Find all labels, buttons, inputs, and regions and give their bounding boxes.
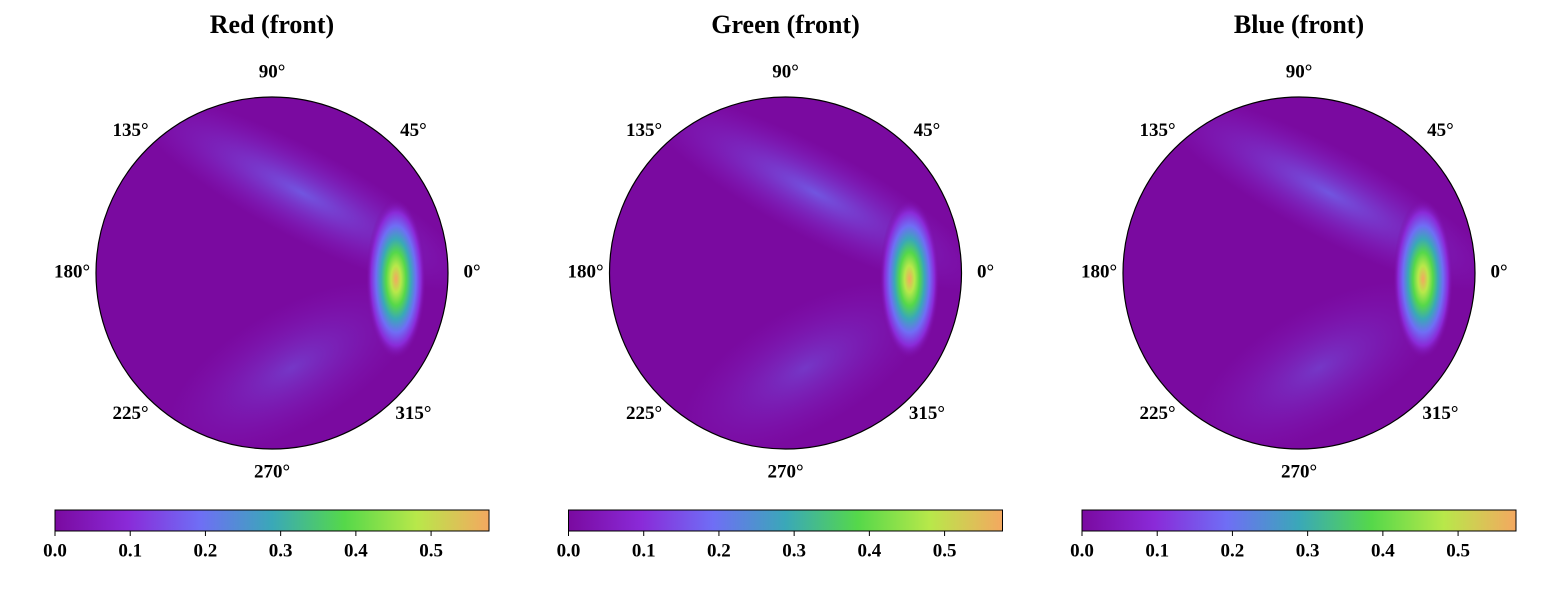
theta-tick-label: 135°	[626, 120, 662, 141]
heatmap-scatter	[1194, 280, 1444, 449]
polar-heatmap	[96, 97, 448, 449]
theta-tick-label: 315°	[395, 403, 431, 424]
colorbar-tick-label: 0.1	[632, 540, 656, 561]
colorbar-tick-label: 0.1	[1145, 540, 1169, 561]
colorbar	[1081, 509, 1517, 532]
chart-title: Green (front)	[711, 10, 860, 39]
chart-title: Blue (front)	[1234, 10, 1364, 39]
polar-frame	[95, 96, 449, 450]
theta-tick-label: 135°	[1140, 120, 1176, 141]
theta-tick-label: 315°	[1422, 403, 1458, 424]
theta-tick-label: 0°	[463, 261, 480, 282]
colorbar-tick-label: 0.4	[344, 540, 368, 561]
colorbar-tick-label: 0.5	[933, 540, 957, 561]
theta-tick-label: 90°	[1286, 61, 1313, 82]
colorbar-tick-label: 0.2	[707, 540, 731, 561]
colorbar-tick-label: 0.2	[1221, 540, 1245, 561]
theta-tick-label: 45°	[400, 120, 427, 141]
theta-tick-label: 180°	[567, 261, 603, 282]
theta-tick-label: 270°	[254, 461, 290, 482]
theta-tick-label: 225°	[1140, 403, 1176, 424]
colorbar-tick-label: 0.0	[1070, 540, 1094, 561]
colorbar-tick-label: 0.4	[1371, 540, 1395, 561]
colorbar-tick-label: 0.0	[557, 540, 581, 561]
colorbar-tick-label: 0.3	[1296, 540, 1320, 561]
theta-tick-label: 225°	[626, 403, 662, 424]
theta-tick-label: 270°	[1281, 461, 1317, 482]
heatmap-peak	[879, 199, 940, 359]
polar-heatmap	[1123, 97, 1475, 449]
heatmap-peak	[366, 199, 426, 359]
theta-tick-label: 180°	[54, 261, 90, 282]
theta-tick-label: 0°	[977, 261, 994, 282]
theta-tick-label: 315°	[909, 403, 945, 424]
polar-frame	[608, 96, 963, 450]
heatmap-peak	[1393, 199, 1453, 359]
theta-tick-label: 270°	[767, 461, 803, 482]
colorbar-tick-label: 0.3	[269, 540, 293, 561]
polar-frame	[1122, 96, 1476, 450]
colorbar	[54, 509, 490, 532]
theta-tick-label: 180°	[1081, 261, 1117, 282]
colorbar-tick-label: 0.4	[857, 540, 881, 561]
heatmap-scatter	[167, 280, 417, 449]
theta-tick-label: 225°	[113, 403, 149, 424]
colorbar-tick-label: 0.2	[194, 540, 218, 561]
polar-heatmap	[609, 97, 962, 449]
colorbar-tick-label: 0.5	[1446, 540, 1470, 561]
theta-tick-label: 135°	[113, 120, 149, 141]
colorbar-tick-label: 0.1	[118, 540, 142, 561]
theta-tick-label: 45°	[1427, 120, 1454, 141]
colorbar-tick-label: 0.3	[782, 540, 806, 561]
heatmap-scatter	[680, 280, 931, 449]
chart-title: Red (front)	[210, 10, 334, 39]
theta-tick-label: 90°	[259, 61, 286, 82]
colorbar-tick-label: 0.5	[419, 540, 443, 561]
colorbar-tick-label: 0.0	[43, 540, 67, 561]
theta-tick-label: 0°	[1490, 261, 1507, 282]
theta-tick-label: 45°	[914, 120, 941, 141]
theta-tick-label: 90°	[772, 61, 799, 82]
colorbar	[568, 509, 1003, 532]
